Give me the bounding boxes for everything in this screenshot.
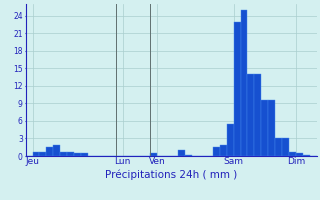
Bar xyxy=(303,155,310,156)
Bar xyxy=(254,74,261,156)
Bar xyxy=(213,147,220,156)
Bar xyxy=(275,138,282,156)
Bar xyxy=(247,74,254,156)
Bar xyxy=(53,145,60,156)
Bar xyxy=(33,152,39,156)
Bar xyxy=(289,152,296,156)
Bar xyxy=(39,152,46,156)
Bar xyxy=(296,153,303,156)
Bar xyxy=(60,152,67,156)
Bar xyxy=(74,153,81,156)
Bar xyxy=(268,100,275,156)
Bar xyxy=(220,145,227,156)
Bar xyxy=(150,153,157,156)
Bar xyxy=(178,150,185,156)
Bar xyxy=(81,153,88,156)
Bar xyxy=(185,155,192,156)
Bar xyxy=(241,10,247,156)
X-axis label: Précipitations 24h ( mm ): Précipitations 24h ( mm ) xyxy=(105,169,237,180)
Bar xyxy=(282,138,289,156)
Bar xyxy=(46,147,53,156)
Bar xyxy=(234,22,241,156)
Bar xyxy=(67,152,74,156)
Bar xyxy=(261,100,268,156)
Bar xyxy=(227,124,234,156)
